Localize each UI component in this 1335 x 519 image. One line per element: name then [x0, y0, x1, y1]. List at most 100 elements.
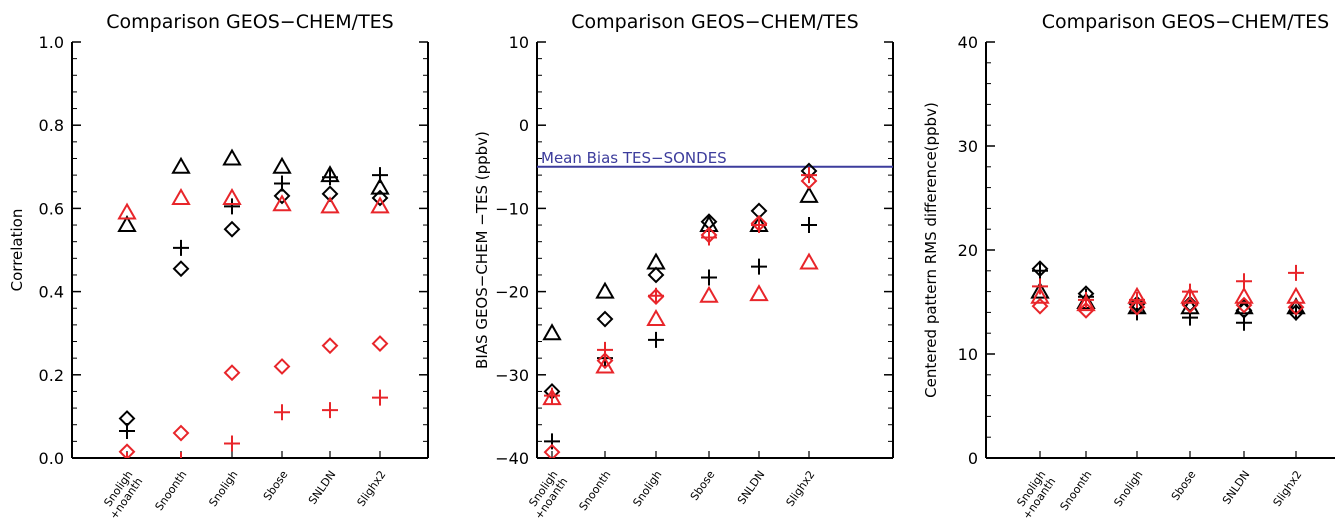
point-diamond-red — [596, 352, 614, 370]
markers — [1030, 260, 1306, 331]
y-axis-label: Centered pattern RMS difference(ppbv) — [922, 102, 940, 398]
point-triangle-black — [117, 215, 137, 233]
y-tick-label: 40 — [958, 33, 978, 52]
point-plus-black — [751, 258, 767, 275]
point-diamond-red — [118, 443, 136, 458]
point-plus-black — [372, 167, 388, 184]
y-tick-label: 20 — [958, 241, 978, 260]
point-diamond-black — [273, 187, 291, 205]
point-triangle-red — [542, 388, 562, 406]
point-plus-black — [701, 269, 717, 286]
point-diamond-black — [172, 260, 190, 278]
point-diamond-red — [172, 424, 190, 442]
markers — [542, 162, 819, 458]
y-tick-label: 0 — [519, 116, 529, 135]
y-tick-label: 0 — [968, 449, 978, 468]
point-triangle-black — [370, 177, 390, 195]
x-category-label: Snoonth — [153, 468, 190, 513]
y-axis-label: BIAS GEOS−CHEM −TES (ppbv) — [473, 131, 491, 369]
y-tick-label: −40 — [495, 449, 529, 468]
x-category-label: SNLDN — [1220, 468, 1252, 507]
y-tick-label: −20 — [495, 283, 529, 302]
chart-panel-1: Comparison GEOS−CHEM/TES Correlation 0.0 0.… — [8, 11, 429, 519]
point-diamond-red — [371, 335, 389, 353]
point-diamond-black — [647, 266, 665, 284]
point-triangle-red — [222, 187, 242, 205]
point-diamond-red — [800, 172, 818, 190]
point-triangle-black — [542, 323, 562, 341]
point-diamond-black — [118, 410, 136, 427]
chart-panel-3: Comparison GEOS−CHEM/TES Centered pattern… — [922, 11, 1335, 519]
point-plus-red — [224, 435, 240, 452]
point-plus-red — [1078, 291, 1094, 308]
x-category-label: Sbose — [688, 468, 718, 503]
point-triangle-red — [320, 196, 340, 214]
x-category-label: Snoligh+noanth — [97, 468, 145, 519]
x-category-label: Snoligh — [630, 468, 664, 509]
point-triangle-red — [799, 252, 819, 270]
x-category-label: Slighx2 — [1271, 468, 1305, 509]
point-diamond-red — [647, 288, 665, 306]
y-tick-label: −30 — [495, 366, 529, 385]
x-category-label: Snoonth — [1058, 468, 1095, 513]
point-diamond-red — [1287, 298, 1305, 316]
x-category-label: Snoligh+noanth — [1010, 468, 1058, 519]
point-diamond-red — [1077, 301, 1095, 319]
x-category-label: Sbose — [261, 468, 291, 503]
point-plus-black — [224, 198, 240, 215]
point-diamond-red — [750, 214, 768, 232]
point-diamond-black — [1128, 295, 1146, 313]
point-triangle-red — [171, 187, 191, 205]
y-tick-label: 10 — [509, 33, 529, 52]
point-triangle-red — [699, 285, 719, 303]
y-tick-label: 0.4 — [39, 283, 64, 302]
x-category-label: Snoligh — [1111, 468, 1145, 509]
x-category-label: SNLDN — [735, 468, 767, 507]
point-triangle-black — [1076, 291, 1096, 309]
point-diamond-black — [1031, 260, 1049, 278]
x-category-label: Snoligh+noanth — [522, 468, 570, 519]
markers — [117, 148, 390, 458]
point-triangle-red — [646, 309, 666, 327]
y-tick-label: 0.0 — [39, 449, 64, 468]
x-category-label: Snoonth — [577, 468, 614, 513]
point-triangle-red — [1030, 286, 1050, 304]
point-plus-red — [1236, 273, 1252, 290]
y-tick-label: 10 — [958, 345, 978, 364]
point-diamond-black — [596, 310, 614, 328]
point-plus-red — [126, 452, 128, 458]
point-diamond-red — [700, 226, 718, 244]
point-triangle-black — [1030, 281, 1050, 299]
point-diamond-red — [1031, 297, 1049, 315]
y-tick-label: 0.8 — [39, 116, 64, 135]
point-triangle-red — [1234, 286, 1254, 304]
point-triangle-red — [1180, 286, 1200, 304]
y-tick-label: 0.6 — [39, 199, 64, 218]
y-tick-label: 30 — [958, 137, 978, 156]
x-category-label: Snoligh — [206, 468, 240, 509]
point-plus-black — [544, 433, 560, 450]
point-plus-red — [544, 387, 560, 404]
point-plus-black — [1288, 304, 1304, 321]
point-diamond-black — [223, 220, 241, 238]
point-triangle-red — [370, 196, 390, 214]
y-tick-label: −10 — [495, 199, 529, 218]
point-triangle-black — [799, 185, 819, 203]
point-plus-red — [1032, 278, 1048, 295]
point-triangle-red — [595, 356, 615, 374]
point-diamond-red — [1181, 296, 1199, 314]
point-diamond-black — [321, 185, 339, 203]
y-tick-label: 0.2 — [39, 366, 64, 385]
x-category-label: Slighx2 — [784, 468, 818, 509]
point-plus-red — [372, 389, 388, 406]
chart-title: Comparison GEOS−CHEM/TES — [1042, 11, 1330, 33]
point-triangle-black — [272, 156, 292, 174]
reference-line-label: Mean Bias TES−SONDES — [541, 149, 727, 167]
point-diamond-red — [321, 337, 339, 355]
x-category-label: Slighx2 — [355, 468, 389, 509]
point-triangle-black — [171, 156, 191, 174]
point-plus-black — [648, 331, 664, 348]
y-axis-label: Correlation — [8, 209, 26, 292]
point-triangle-black — [222, 148, 242, 166]
point-triangle-red — [117, 202, 137, 220]
